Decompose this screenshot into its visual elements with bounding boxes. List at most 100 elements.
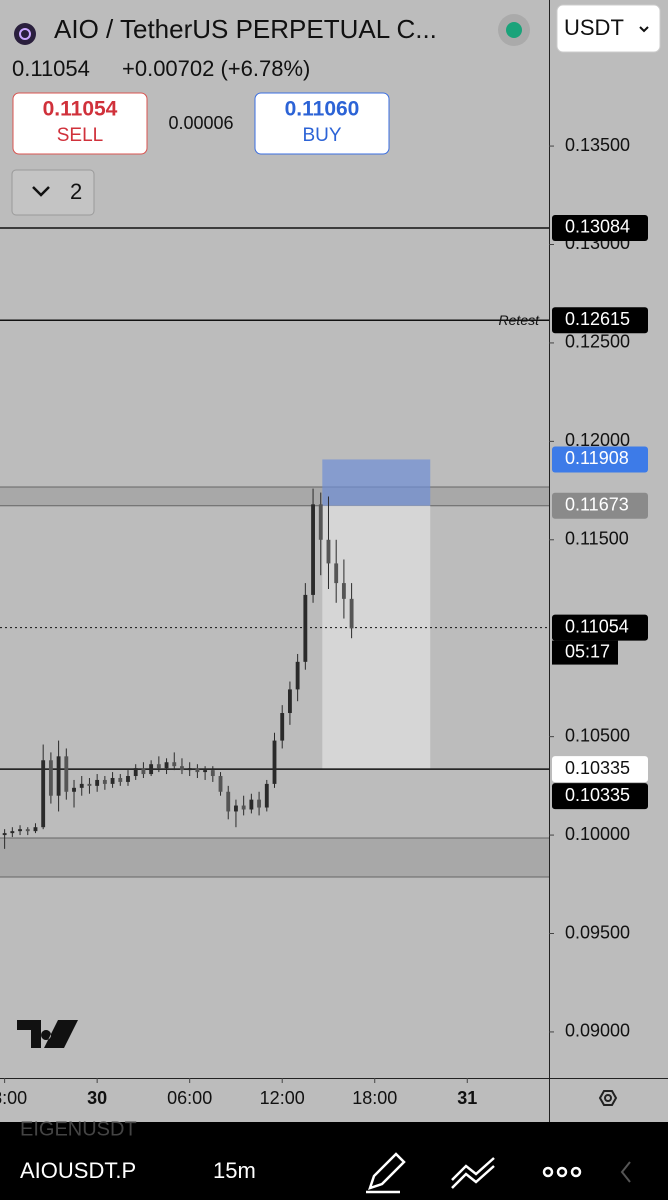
candle-body [18,829,22,832]
candle-body [64,756,69,792]
candle-body [341,583,346,599]
x-tick-label: 31 [457,1088,477,1108]
y-tick-label: 0.12000 [565,430,630,450]
dropdown-arrow [639,26,649,33]
axes: 0.135000.130000.125000.120000.115000.105… [0,135,648,1108]
candle-body [102,779,107,784]
buy-button[interactable] [254,92,390,155]
x-tick-label: 18:00 [352,1088,397,1108]
candle-body [349,598,354,629]
candle-body [280,713,285,741]
candle-body [172,762,177,767]
candle-body [56,756,61,796]
candle-body [210,770,215,777]
candle-body [249,799,254,810]
candle-body [257,799,262,808]
settings-icon[interactable] [598,1090,618,1106]
countdown: 05:17 [565,641,610,661]
settings-icon-center [604,1094,612,1102]
zone [0,487,549,506]
price-tag-label: 0.11054 [565,616,629,636]
more-dot [542,1166,554,1178]
price-tag [552,307,648,334]
currency-select[interactable] [556,4,661,53]
candle-body [126,776,130,782]
sell-button[interactable] [12,92,148,155]
buy-label: BUY [302,125,341,146]
x-tick-label: 06:00 [167,1088,212,1108]
layers-arrow [32,186,50,197]
candle-body [272,740,277,784]
countdown-bg [552,640,618,665]
candle-body [234,805,238,812]
candle-body [187,768,192,771]
footer-symbol[interactable]: AIOUSDT.P [20,1158,136,1183]
background-ticker: EIGENUSDT [20,1118,137,1140]
price-tag-label: 0.11908 [565,448,629,468]
price-tag [552,756,648,783]
sell-price: 0.11054 [43,98,118,121]
indicators-icon[interactable] [451,1157,495,1189]
y-tick-label: 0.11500 [565,529,629,549]
candle-body [218,776,223,792]
more-dot [570,1166,582,1178]
position-risk [322,459,431,506]
candle-body [118,777,123,782]
candle-body [79,783,84,788]
candle-body [334,563,339,584]
more-icon[interactable] [542,1166,582,1178]
sell-label: SELL [57,125,103,146]
candle-body [326,539,331,564]
x-tick-label: 30 [87,1088,107,1108]
currency-label: USDT [564,15,624,40]
price-tag [552,214,648,241]
tv-logo [17,1020,78,1048]
candle-body [33,827,38,832]
price-tag [552,446,648,473]
symbol-title: AIO / TetherUS PERPETUAL C... [54,14,437,44]
candle-body [311,504,315,595]
candle-body [25,829,30,832]
candle-body [141,768,146,775]
back-icon[interactable] [620,1161,631,1183]
layers-toggle[interactable] [11,169,95,216]
price-tag [552,492,648,519]
candle-body [241,805,246,810]
candle-body [72,787,76,792]
candle-body [318,504,323,540]
footer-interval[interactable]: 15m [213,1158,256,1183]
candle-body [180,766,184,771]
y-tick-label: 0.09000 [565,1021,630,1041]
candle-body [203,770,208,773]
price-tag-label: 0.13084 [565,217,630,237]
price-tag [552,614,648,641]
layers-count: 2 [70,179,82,204]
price-tag-label: 0.12615 [565,309,630,329]
status-dot [506,22,522,38]
candle-body [110,777,115,784]
candle-body [264,783,269,808]
candle-body [48,760,53,796]
candle-body [2,833,7,836]
buy-price: 0.11060 [285,98,360,121]
price-tag-label: 0.11673 [565,494,629,514]
candle-body [149,764,154,775]
position-reward [322,505,431,770]
x-tick-label: 18:00 [0,1088,27,1108]
candle-body [164,762,169,769]
y-tick-label: 0.09500 [565,922,630,942]
candle-body [195,768,200,773]
candle-body [41,760,46,828]
price-tag-label: 0.10335 [565,785,630,805]
x-tick-label: 12:00 [260,1088,305,1108]
bottom-bar [0,1122,668,1200]
candle-body [303,594,308,662]
y-tick-label: 0.12500 [565,332,630,352]
candle-body [287,689,292,714]
zone [0,838,549,878]
draw-icon[interactable] [366,1152,406,1194]
y-tick-label: 0.10500 [565,725,630,745]
candle-body [10,831,15,834]
